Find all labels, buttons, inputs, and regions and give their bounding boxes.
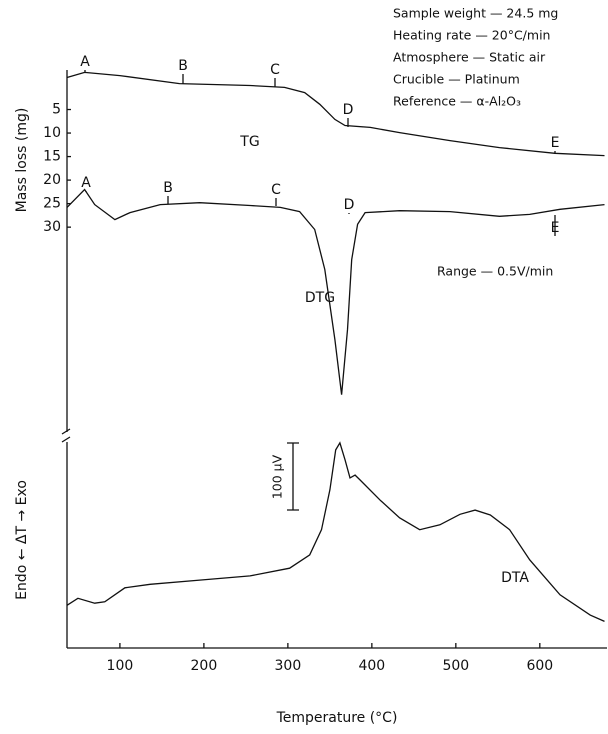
- series-label: DTA: [501, 570, 529, 586]
- point-label: D: [344, 197, 355, 213]
- point-label: E: [551, 135, 560, 151]
- y-tick-label: 5: [52, 102, 61, 118]
- x-tick-label: 100: [107, 658, 134, 674]
- x-tick-label: 500: [442, 658, 469, 674]
- y2-axis-label: Endo ← ΔT → Exo: [14, 480, 30, 600]
- condition-text: Heating rate — 20°C/min: [393, 28, 550, 43]
- point-label: C: [270, 62, 280, 78]
- point-label: D: [343, 102, 354, 118]
- point-label: A: [80, 54, 90, 70]
- series-line: [66, 441, 605, 622]
- axis-break: [61, 428, 71, 443]
- x-tick-label: 200: [191, 658, 218, 674]
- point-label: B: [178, 58, 188, 74]
- point-label: A: [81, 175, 91, 191]
- point-label: B: [163, 180, 173, 196]
- series-line: [66, 71, 605, 157]
- y-axis-label: Mass loss (mg): [14, 108, 30, 213]
- scale-bar-label: 100 µV: [270, 454, 285, 499]
- x-tick-label: 300: [275, 658, 302, 674]
- y-tick-label: 25: [43, 196, 61, 212]
- condition-text: Reference — α-Al₂O₃: [393, 94, 521, 109]
- x-axis-label: Temperature (°C): [276, 710, 398, 726]
- series-line: [66, 188, 605, 395]
- range-note: Range — 0.5V/min: [437, 264, 553, 279]
- scale-bar: [287, 442, 299, 511]
- condition-text: Atmosphere — Static air: [393, 50, 546, 65]
- x-tick-label: 600: [526, 658, 553, 674]
- y-tick-label: 10: [43, 125, 61, 141]
- y-tick-label: 15: [43, 149, 61, 165]
- y-tick-label: 20: [43, 172, 61, 188]
- series-label: DTG: [305, 290, 335, 306]
- condition-text: Crucible — Platinum: [393, 72, 520, 87]
- condition-text: Sample weight — 24.5 mg: [393, 6, 558, 21]
- point-label: C: [271, 182, 281, 198]
- y-tick-label: 30: [43, 219, 61, 235]
- x-tick-label: 400: [358, 658, 385, 674]
- series-label: TG: [239, 134, 259, 150]
